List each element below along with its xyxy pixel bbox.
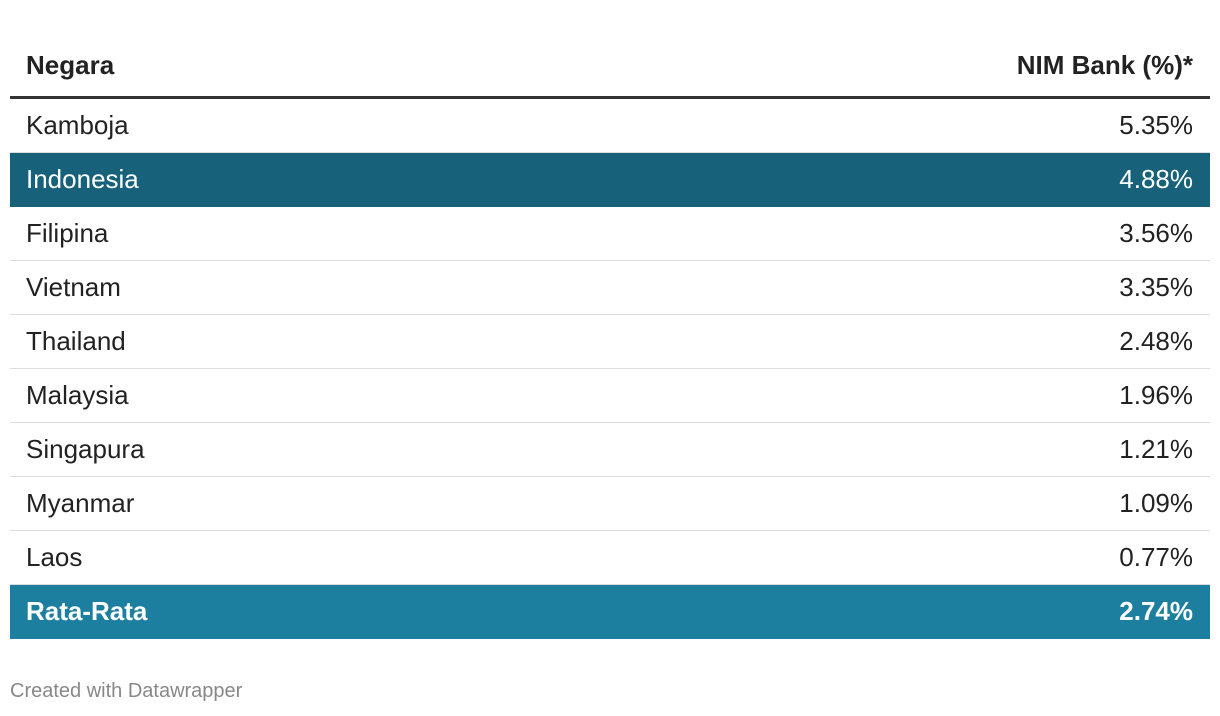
header-cell: Negara bbox=[10, 34, 518, 99]
table-row: Indonesia 4.88% bbox=[10, 152, 1210, 207]
table-cell: 2.48% bbox=[517, 314, 1210, 369]
table-cell: 1.21% bbox=[517, 422, 1210, 477]
table-cell: 3.35% bbox=[517, 260, 1210, 315]
table-row: Thailand 2.48% bbox=[10, 314, 1210, 369]
table-cell: 1.09% bbox=[517, 476, 1210, 531]
table-cell: Rata-Rata bbox=[10, 584, 518, 639]
table-header: Negara NIM Bank (%)* bbox=[10, 34, 1210, 99]
table-cell: Malaysia bbox=[10, 368, 518, 423]
table-cell: Indonesia bbox=[10, 152, 518, 207]
table-row: Vietnam 3.35% bbox=[10, 260, 1210, 315]
table-cell: Vietnam bbox=[10, 260, 518, 315]
table-row: Singapura 1.21% bbox=[10, 422, 1210, 477]
table-cell: Thailand bbox=[10, 314, 518, 369]
table-cell: Kamboja bbox=[10, 97, 518, 153]
table-cell: 2.74% bbox=[517, 584, 1210, 639]
table-cell: 4.88% bbox=[517, 152, 1210, 207]
table-cell: Filipina bbox=[10, 206, 518, 261]
table-cell: 5.35% bbox=[517, 97, 1210, 153]
table-row: Myanmar 1.09% bbox=[10, 476, 1210, 531]
table-row: Malaysia 1.96% bbox=[10, 368, 1210, 423]
table-cell: Myanmar bbox=[10, 476, 518, 531]
table-cell: 3.56% bbox=[517, 206, 1210, 261]
footer: Created with Datawrapper bbox=[10, 680, 243, 702]
header-row: Negara NIM Bank (%)* bbox=[10, 34, 1210, 99]
data-table: Negara NIM Bank (%)* Kamboja 5.35% Indones… bbox=[10, 34, 1210, 639]
table-cell: Singapura bbox=[10, 422, 518, 477]
header-cell: NIM Bank (%)* bbox=[517, 34, 1210, 99]
table-body: Kamboja 5.35% Indonesia 4.88% Filipina 3.56% V… bbox=[10, 97, 1210, 639]
table-cell: 0.77% bbox=[517, 530, 1210, 585]
table-row: Kamboja 5.35% bbox=[10, 97, 1210, 153]
table-row: Filipina 3.56% bbox=[10, 206, 1210, 261]
table-cell: 1.96% bbox=[517, 368, 1210, 423]
table-row: Rata-Rata 2.74% bbox=[10, 584, 1210, 639]
table-cell: Laos bbox=[10, 530, 518, 585]
table-row: Laos 0.77% bbox=[10, 530, 1210, 585]
